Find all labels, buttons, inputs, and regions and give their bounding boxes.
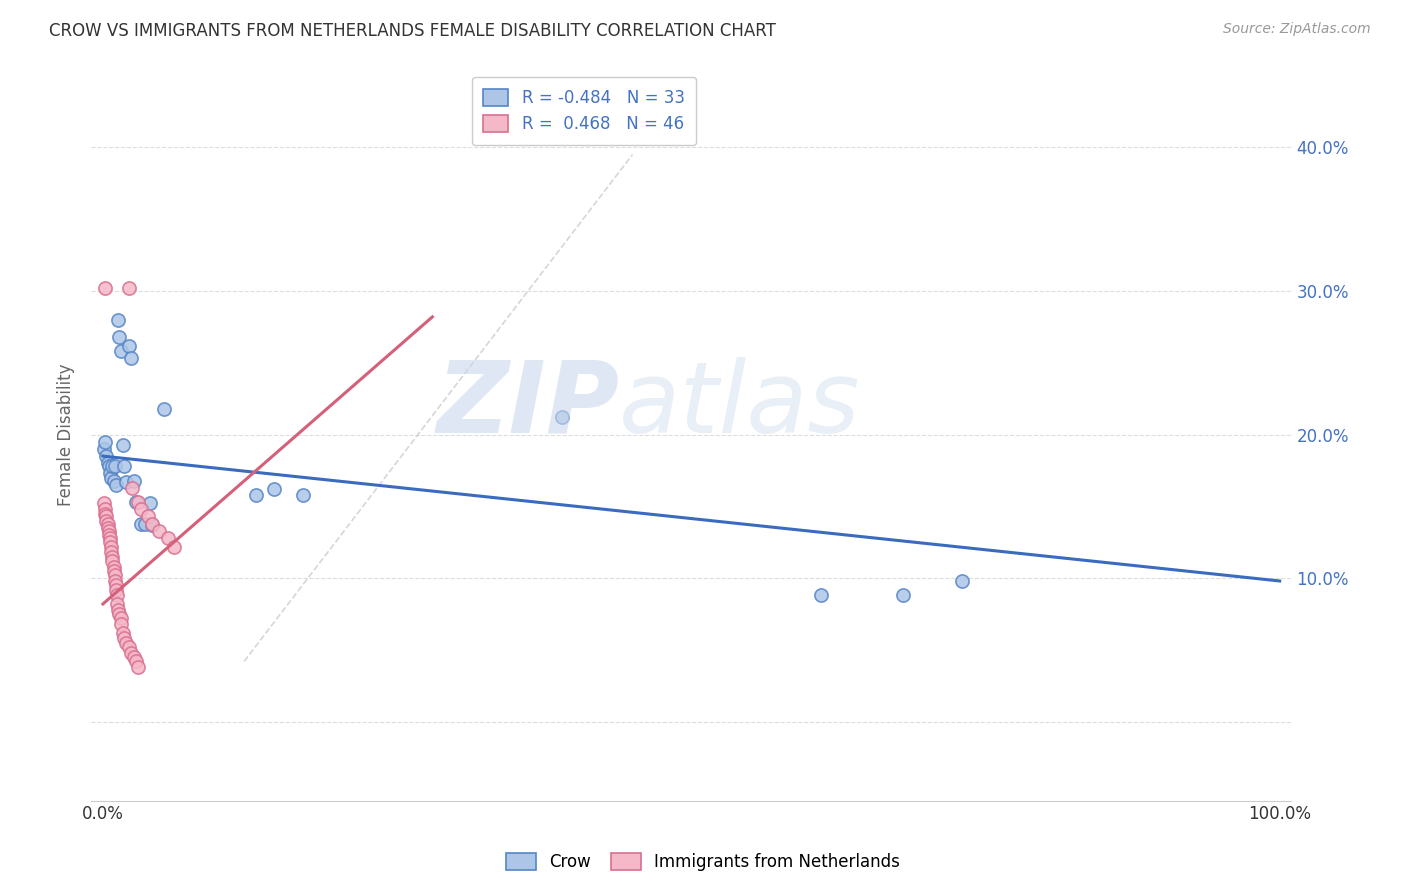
Point [115,636,138,650]
Point [134,516,156,531]
Point [104,478,127,492]
Point [94,434,117,449]
Point [105,597,128,611]
Point [127,495,149,509]
Point [111,437,134,451]
Point [810,588,832,602]
Point [125,495,148,509]
Point [148,524,170,538]
Point [96,449,118,463]
Point [97,524,120,538]
Point [96,509,118,524]
Point [551,410,574,425]
Point [121,481,143,495]
Point [97,521,120,535]
Point [125,654,148,668]
Y-axis label: Female Disability: Female Disability [58,363,75,506]
Point [129,516,152,531]
Point [107,603,129,617]
Point [118,338,141,352]
Legend: Crow, Immigrants from Netherlands: Crow, Immigrants from Netherlands [498,845,908,880]
Point [950,574,973,588]
Point [120,646,142,660]
Point [100,545,122,559]
Point [103,564,125,578]
Legend: R = -0.484   N = 33, R =  0.468   N = 46: R = -0.484 N = 33, R = 0.468 N = 46 [471,77,696,145]
Point [94,507,117,521]
Point [112,632,135,646]
Point [104,582,127,597]
Point [141,518,163,533]
Point [97,459,120,474]
Text: atlas: atlas [619,357,860,454]
Point [108,330,131,344]
Point [118,640,141,654]
Point [153,401,176,416]
Point [103,559,125,574]
Point [110,344,132,359]
Point [105,588,128,602]
Point [107,312,129,326]
Point [127,660,149,674]
Text: Source: ZipAtlas.com: Source: ZipAtlas.com [1223,22,1371,37]
Point [98,535,121,549]
Point [104,578,127,592]
Point [891,588,914,602]
Point [93,496,115,510]
Point [120,351,142,366]
Point [100,540,122,554]
Point [93,442,115,456]
Point [156,531,179,545]
Point [104,574,127,588]
Point [263,482,285,496]
Point [97,456,120,470]
Point [97,516,120,531]
Point [162,540,184,554]
Point [129,502,152,516]
Point [110,617,132,632]
Text: ZIP: ZIP [436,357,619,454]
Point [101,554,124,568]
Point [94,502,117,516]
Point [98,531,121,545]
Point [291,488,314,502]
Point [136,509,159,524]
Point [94,281,117,295]
Point [122,474,145,488]
Point [104,568,127,582]
Point [111,625,134,640]
Point [96,514,118,528]
Point [101,549,124,564]
Point [122,650,145,665]
Point [100,470,122,484]
Point [98,467,121,481]
Point [115,475,138,489]
Point [101,459,124,474]
Text: CROW VS IMMIGRANTS FROM NETHERLANDS FEMALE DISABILITY CORRELATION CHART: CROW VS IMMIGRANTS FROM NETHERLANDS FEMA… [49,22,776,40]
Point [104,459,127,474]
Point [103,474,125,488]
Point [112,459,135,474]
Point [108,607,131,621]
Point [141,516,163,531]
Point [97,528,120,542]
Point [139,496,162,510]
Point [245,488,267,502]
Point [118,281,141,295]
Point [110,611,132,625]
